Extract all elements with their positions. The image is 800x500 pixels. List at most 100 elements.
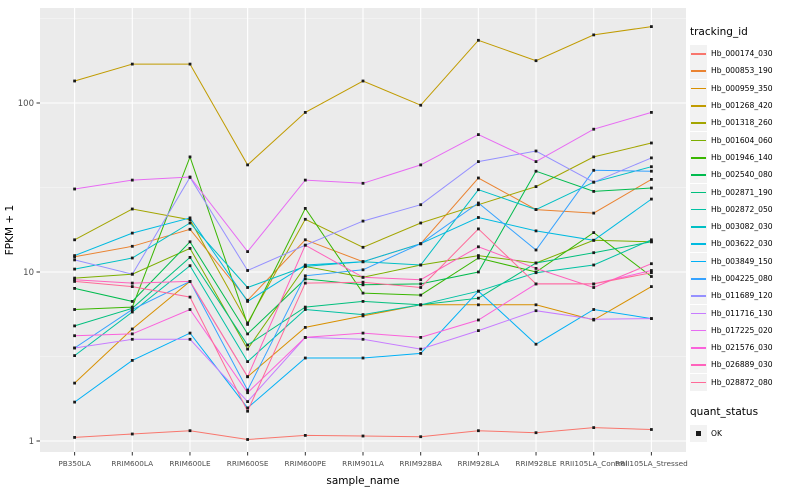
- legend-key-swatch: [690, 97, 707, 115]
- data-point: [73, 278, 76, 282]
- data-point: [130, 281, 134, 285]
- series-color-line-icon: [691, 139, 706, 142]
- legend-item-label: Hb_028872_080: [711, 377, 773, 387]
- x-tick-label: RRII105LA_Stressed: [615, 459, 688, 468]
- legend-item-label: Hb_003849_150: [711, 256, 773, 266]
- data-point: [73, 346, 76, 350]
- data-point: [592, 127, 596, 131]
- legend-key-swatch: [690, 200, 707, 218]
- legend-key-swatch: [690, 183, 707, 201]
- legend-item: Hb_001318_260: [690, 114, 800, 132]
- data-point: [188, 227, 192, 231]
- legend-item-label: Hb_000853_190: [711, 66, 773, 76]
- legend-item: Hb_011716_130: [690, 304, 800, 322]
- legend-key-swatch: [690, 270, 707, 287]
- data-point: [246, 332, 249, 336]
- data-point: [73, 324, 76, 328]
- legend-item-label: Hb_002871_190: [711, 187, 773, 197]
- data-point: [361, 245, 365, 249]
- series-color-line-icon: [691, 70, 706, 73]
- data-point: [246, 391, 249, 395]
- data-point: [592, 168, 596, 172]
- data-point: [650, 156, 653, 160]
- data-point: [419, 303, 423, 307]
- legend-key-swatch: [690, 166, 707, 184]
- data-point: [188, 240, 192, 244]
- series-color-line-icon: [691, 208, 706, 211]
- legend-key-swatch: [690, 114, 707, 132]
- data-point: [188, 308, 192, 311]
- legend-item: Hb_003082_030: [690, 218, 800, 236]
- data-point: [477, 216, 480, 219]
- data-point: [361, 331, 365, 335]
- data-point: [73, 381, 76, 385]
- data-point: [650, 275, 653, 278]
- data-point: [361, 291, 365, 295]
- legend-title-quant-status: quant_status: [690, 405, 759, 418]
- data-point: [246, 409, 249, 413]
- data-point: [419, 435, 423, 439]
- data-point: [361, 280, 365, 284]
- data-point: [419, 242, 423, 246]
- legend-item: Hb_000853_190: [690, 62, 800, 80]
- data-point: [534, 271, 538, 275]
- legend-item: Hb_003849_150: [690, 252, 800, 270]
- series-color-line-icon: [691, 295, 706, 297]
- data-point: [303, 356, 307, 360]
- legend-item-label: Hb_011689_120: [711, 291, 773, 301]
- legend-key-swatch: [690, 304, 707, 322]
- legend-key-swatch: [690, 339, 707, 357]
- data-point: [361, 300, 365, 303]
- data-point: [419, 263, 423, 267]
- data-point: [303, 277, 307, 281]
- data-point: [73, 258, 76, 262]
- data-point: [650, 240, 653, 244]
- data-point: [246, 360, 249, 363]
- data-point: [73, 79, 76, 83]
- data-point: [246, 406, 249, 410]
- data-point: [592, 180, 596, 184]
- data-point: [534, 149, 538, 153]
- data-point: [361, 79, 365, 83]
- data-point: [534, 169, 538, 173]
- data-point: [361, 181, 365, 185]
- legend-key-swatch: [690, 218, 707, 236]
- data-point: [130, 256, 134, 260]
- data-point: [73, 187, 76, 191]
- data-point: [73, 400, 76, 404]
- data-point: [592, 155, 596, 159]
- data-point: [650, 165, 653, 169]
- data-point: [130, 178, 134, 182]
- data-point: [361, 260, 365, 264]
- legend: tracking_id Hb_000174_030 Hb_000853_190 Hb…: [690, 26, 800, 443]
- data-point: [73, 287, 76, 290]
- data-point: [130, 244, 134, 248]
- data-point: [534, 282, 538, 286]
- data-point: [477, 245, 480, 249]
- data-point: [303, 281, 307, 285]
- series-color-line-icon: [691, 243, 706, 245]
- series-color-line-icon: [691, 105, 706, 107]
- data-point: [246, 347, 249, 351]
- data-point: [592, 238, 596, 242]
- data-point: [477, 203, 480, 207]
- legend-key-swatch: [690, 252, 707, 270]
- data-point: [419, 203, 423, 207]
- series-color-line-icon: [691, 329, 706, 332]
- data-point: [303, 217, 307, 221]
- data-point: [534, 160, 538, 163]
- plot-area: 1 10 100 PB350LA RRIM600LA RRIM600LE RRIM600SE…: [4, 8, 688, 487]
- data-point: [650, 111, 653, 114]
- data-point: [130, 337, 134, 341]
- series-color-line-icon: [691, 347, 706, 349]
- data-point: [303, 178, 307, 182]
- data-point: [650, 271, 653, 275]
- legend-item-label: Hb_001604_060: [711, 135, 773, 145]
- data-point: [73, 334, 76, 338]
- data-point: [361, 219, 365, 223]
- x-tick-label: RRIM928BA: [399, 459, 442, 468]
- data-point: [130, 300, 134, 303]
- data-point: [246, 300, 249, 303]
- x-tick-label: RRIM600PE: [285, 459, 327, 468]
- data-point: [246, 250, 249, 253]
